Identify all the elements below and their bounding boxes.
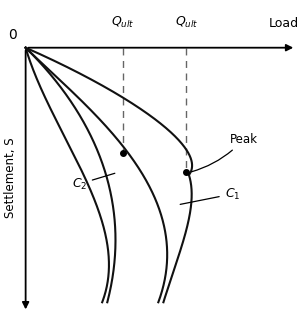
Text: 0: 0 <box>9 28 17 42</box>
Text: Peak: Peak <box>192 132 258 172</box>
Text: $C_2$: $C_2$ <box>71 173 115 192</box>
Text: $Q_{ult}$: $Q_{ult}$ <box>174 15 198 30</box>
Text: Settlement, S: Settlement, S <box>4 137 17 218</box>
Text: $C_1$: $C_1$ <box>180 187 240 204</box>
Text: Load: Load <box>268 17 299 30</box>
Text: $Q_{ult}$: $Q_{ult}$ <box>111 15 134 30</box>
